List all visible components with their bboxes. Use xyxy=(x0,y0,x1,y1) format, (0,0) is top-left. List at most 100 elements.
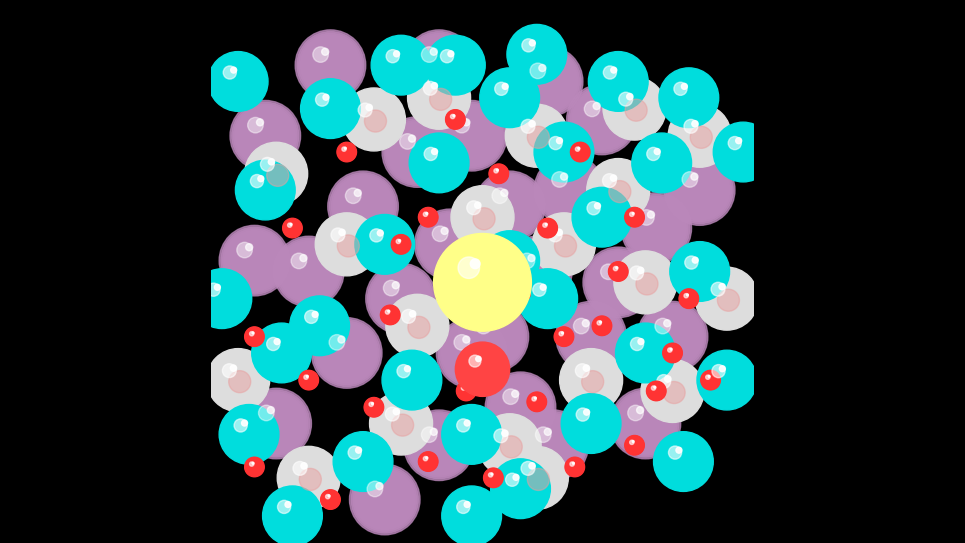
Circle shape xyxy=(419,208,437,226)
Circle shape xyxy=(504,238,570,305)
Circle shape xyxy=(487,471,500,484)
Circle shape xyxy=(458,383,474,399)
Circle shape xyxy=(568,86,636,153)
Circle shape xyxy=(302,471,315,484)
Circle shape xyxy=(259,129,272,143)
Circle shape xyxy=(346,445,379,478)
Circle shape xyxy=(249,120,281,151)
Circle shape xyxy=(614,185,623,195)
Circle shape xyxy=(426,457,427,459)
Circle shape xyxy=(273,420,280,427)
Circle shape xyxy=(485,372,556,443)
Circle shape xyxy=(572,462,574,464)
Circle shape xyxy=(373,407,374,408)
Circle shape xyxy=(588,333,594,340)
Circle shape xyxy=(342,239,351,249)
Circle shape xyxy=(234,420,264,450)
Circle shape xyxy=(345,351,348,355)
Circle shape xyxy=(549,442,557,449)
Circle shape xyxy=(312,312,318,318)
Circle shape xyxy=(427,222,473,267)
Circle shape xyxy=(670,348,672,350)
Circle shape xyxy=(572,144,589,160)
Circle shape xyxy=(248,118,283,154)
Circle shape xyxy=(283,219,302,237)
Circle shape xyxy=(459,383,474,399)
Circle shape xyxy=(615,187,621,193)
Circle shape xyxy=(554,174,585,206)
Circle shape xyxy=(427,460,429,463)
Circle shape xyxy=(333,230,361,258)
Circle shape xyxy=(557,330,570,344)
Circle shape xyxy=(552,173,587,208)
Circle shape xyxy=(685,257,715,287)
Circle shape xyxy=(480,231,539,291)
Circle shape xyxy=(668,348,672,352)
Circle shape xyxy=(499,196,520,217)
Circle shape xyxy=(399,62,404,68)
Circle shape xyxy=(713,367,740,394)
Circle shape xyxy=(708,378,713,383)
Circle shape xyxy=(709,362,745,398)
Circle shape xyxy=(616,90,653,128)
Circle shape xyxy=(257,127,274,144)
Circle shape xyxy=(708,378,712,382)
Circle shape xyxy=(439,233,460,255)
Circle shape xyxy=(252,465,257,469)
Circle shape xyxy=(299,469,318,487)
Circle shape xyxy=(414,149,421,156)
Circle shape xyxy=(483,180,537,233)
Circle shape xyxy=(501,388,540,427)
Circle shape xyxy=(427,53,452,78)
Circle shape xyxy=(718,371,735,389)
Circle shape xyxy=(523,41,550,68)
Circle shape xyxy=(626,333,665,372)
Circle shape xyxy=(282,451,336,504)
Circle shape xyxy=(534,67,562,96)
Circle shape xyxy=(567,357,615,404)
Circle shape xyxy=(586,201,619,233)
Circle shape xyxy=(395,59,407,71)
Circle shape xyxy=(525,417,581,473)
Circle shape xyxy=(340,145,354,160)
Circle shape xyxy=(627,438,642,453)
Circle shape xyxy=(627,335,663,371)
Circle shape xyxy=(536,124,593,180)
Circle shape xyxy=(410,145,425,159)
Circle shape xyxy=(258,329,306,377)
Circle shape xyxy=(557,138,563,144)
Circle shape xyxy=(514,32,559,77)
Circle shape xyxy=(530,47,544,62)
Circle shape xyxy=(303,310,336,342)
Circle shape xyxy=(484,328,502,345)
Circle shape xyxy=(539,220,556,236)
Circle shape xyxy=(198,275,246,323)
Circle shape xyxy=(584,409,590,415)
Circle shape xyxy=(686,294,688,296)
Circle shape xyxy=(416,422,462,468)
Circle shape xyxy=(327,497,333,502)
Circle shape xyxy=(631,214,638,220)
Circle shape xyxy=(561,241,567,248)
Circle shape xyxy=(595,260,641,305)
Circle shape xyxy=(396,239,406,250)
Circle shape xyxy=(543,294,552,303)
Circle shape xyxy=(523,257,551,286)
Circle shape xyxy=(480,176,539,236)
Circle shape xyxy=(544,78,551,85)
Circle shape xyxy=(632,212,634,214)
Circle shape xyxy=(670,242,730,301)
Circle shape xyxy=(637,415,654,432)
Circle shape xyxy=(389,314,391,316)
Circle shape xyxy=(350,194,375,219)
Circle shape xyxy=(629,266,644,280)
Circle shape xyxy=(495,245,525,276)
Circle shape xyxy=(573,189,630,245)
Circle shape xyxy=(710,364,743,396)
Circle shape xyxy=(436,318,507,388)
Circle shape xyxy=(283,218,302,238)
Circle shape xyxy=(664,72,714,123)
Circle shape xyxy=(668,159,731,222)
Circle shape xyxy=(600,264,616,280)
Circle shape xyxy=(271,169,281,179)
